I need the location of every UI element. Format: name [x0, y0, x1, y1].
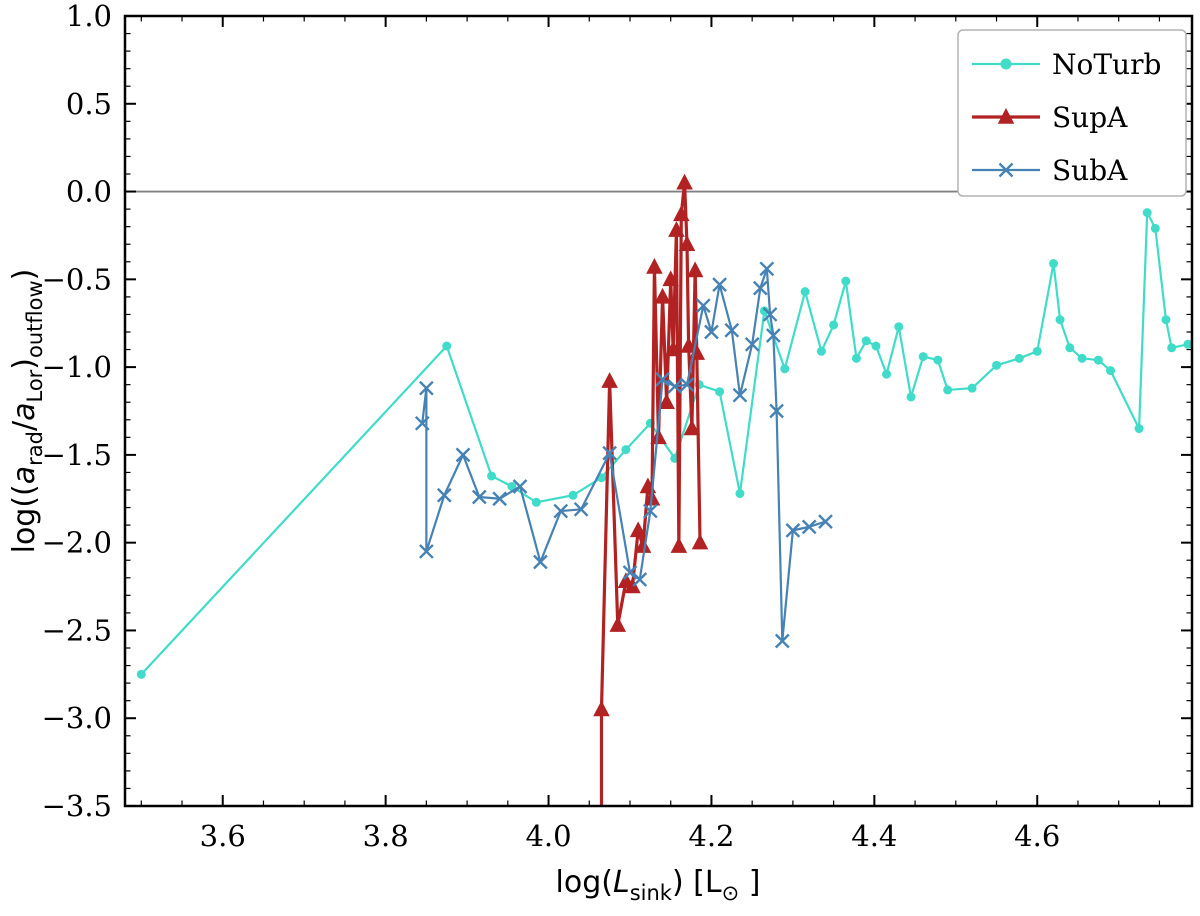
y-tick-label: −1.5: [42, 438, 112, 472]
legend-label: NoTurb: [1052, 48, 1161, 81]
axes-ticks: 3.6 3.8 4.0 4.2 4.4 4.6 1.0 0.5 0.0 −0.5 −1.0 −1.5 −…: [42, 0, 1192, 853]
legend: NoTurb SupA SubA: [957, 29, 1187, 197]
legend-item-SubA: SubA: [972, 154, 1128, 187]
y-tick-label: −3.5: [42, 789, 112, 823]
x-axis-label: log(Lsink) [L⊙ ]: [556, 865, 761, 905]
legend-label: SupA: [1052, 101, 1128, 134]
x-tick-label: 4.4: [851, 819, 897, 853]
y-tick-label: −0.5: [42, 262, 112, 296]
y-tick-label: −2.5: [42, 613, 112, 647]
x-tick-label: 3.8: [363, 819, 409, 853]
legend-box: [957, 29, 1187, 197]
y-tick-label: 0.0: [66, 175, 112, 209]
series-SubA: [414, 261, 833, 649]
y-axis-label: log((arad/aLor)outflow): [7, 269, 47, 554]
legend-label: SubA: [1052, 154, 1128, 187]
legend-item-SupA: SupA: [972, 101, 1128, 134]
x-tick-label: 4.0: [525, 819, 571, 853]
plot-frame: [123, 14, 1194, 808]
x-tick-label: 4.2: [688, 819, 734, 853]
y-tick-label: 0.5: [66, 87, 112, 121]
y-tick-label: −2.0: [42, 526, 112, 560]
y-tick-label: −1.0: [42, 350, 112, 384]
legend-item-NoTurb: NoTurb: [972, 48, 1161, 81]
x-tick-label: 4.6: [1014, 819, 1060, 853]
x-tick-label: 3.6: [200, 819, 246, 853]
y-tick-label: 1.0: [66, 0, 112, 33]
y-tick-label: −3.0: [42, 701, 112, 735]
